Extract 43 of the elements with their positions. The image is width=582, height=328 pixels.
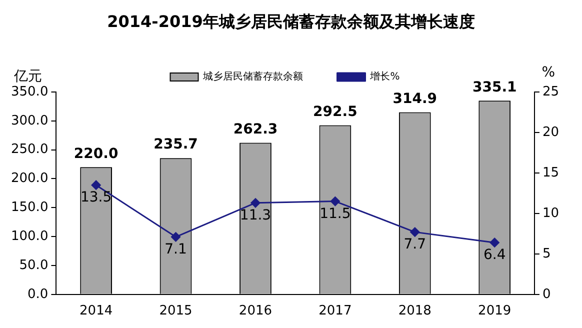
y-tick-label: 100.0 xyxy=(11,228,48,244)
y2-tick-label: 20 xyxy=(542,124,560,140)
data-label: 6.4 xyxy=(483,247,506,264)
y2-tick-label: 10 xyxy=(542,206,560,221)
y2-axis-title: % xyxy=(542,64,556,81)
y-tick-label: 150.0 xyxy=(11,200,48,216)
data-label: 314.9 xyxy=(392,90,438,107)
y-tick-label: 300.0 xyxy=(11,113,48,128)
data-label: 220.0 xyxy=(74,146,118,162)
data-label: 235.7 xyxy=(154,136,198,153)
legend-label: 城乡居民储蓄存款余额 xyxy=(202,70,304,83)
y-tick-label: 200.0 xyxy=(11,171,48,186)
legend-label: 增长% xyxy=(369,70,400,83)
y-axis-title: 亿元 xyxy=(13,68,42,85)
x-tick-label: 2016 xyxy=(238,304,272,319)
point xyxy=(250,198,260,208)
x-tick-label: 2018 xyxy=(398,304,432,319)
data-label: 11.3 xyxy=(240,208,272,224)
y2-tick-label: 5 xyxy=(542,246,551,262)
y-tick-label: 0.0 xyxy=(28,286,48,302)
y2-tick-label: 25 xyxy=(542,84,560,100)
y-tick-label: 50.0 xyxy=(19,258,48,273)
x-tick-label: 2014 xyxy=(80,304,113,319)
y-tick-label: 350.0 xyxy=(11,84,48,100)
point xyxy=(330,196,340,206)
data-label: 292.5 xyxy=(313,104,358,120)
data-label: 11.5 xyxy=(320,206,351,222)
data-label: 13.5 xyxy=(80,190,112,206)
x-tick-label: 2015 xyxy=(159,304,192,319)
point xyxy=(410,227,420,237)
data-label: 335.1 xyxy=(472,79,517,96)
point xyxy=(490,238,500,248)
data-label: 7.1 xyxy=(164,242,187,258)
chart-title: 2014-2019年城乡居民储蓄存款余额及其增长速度 xyxy=(106,12,476,33)
data-label: 262.3 xyxy=(233,121,278,138)
y2-tick-label: 0 xyxy=(542,286,551,302)
data-label: 7.7 xyxy=(404,236,426,253)
y2-tick-label: 15 xyxy=(542,165,560,180)
point xyxy=(171,232,181,242)
x-tick-label: 2017 xyxy=(318,304,352,319)
x-tick-label: 2019 xyxy=(478,304,512,319)
y-tick-label: 250.0 xyxy=(11,142,48,158)
point xyxy=(91,180,101,190)
